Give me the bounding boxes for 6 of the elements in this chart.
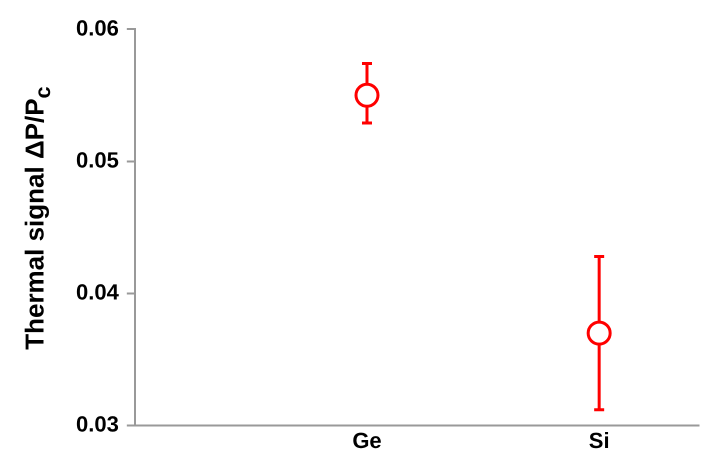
y-tick-label: 0.03	[76, 412, 119, 437]
x-tick-label: Ge	[352, 428, 382, 453]
y-tick-label: 0.06	[76, 15, 119, 40]
y-tick-label: 0.04	[76, 280, 120, 305]
y-tick-label: 0.05	[76, 147, 119, 172]
x-tick-label: Si	[588, 428, 610, 453]
